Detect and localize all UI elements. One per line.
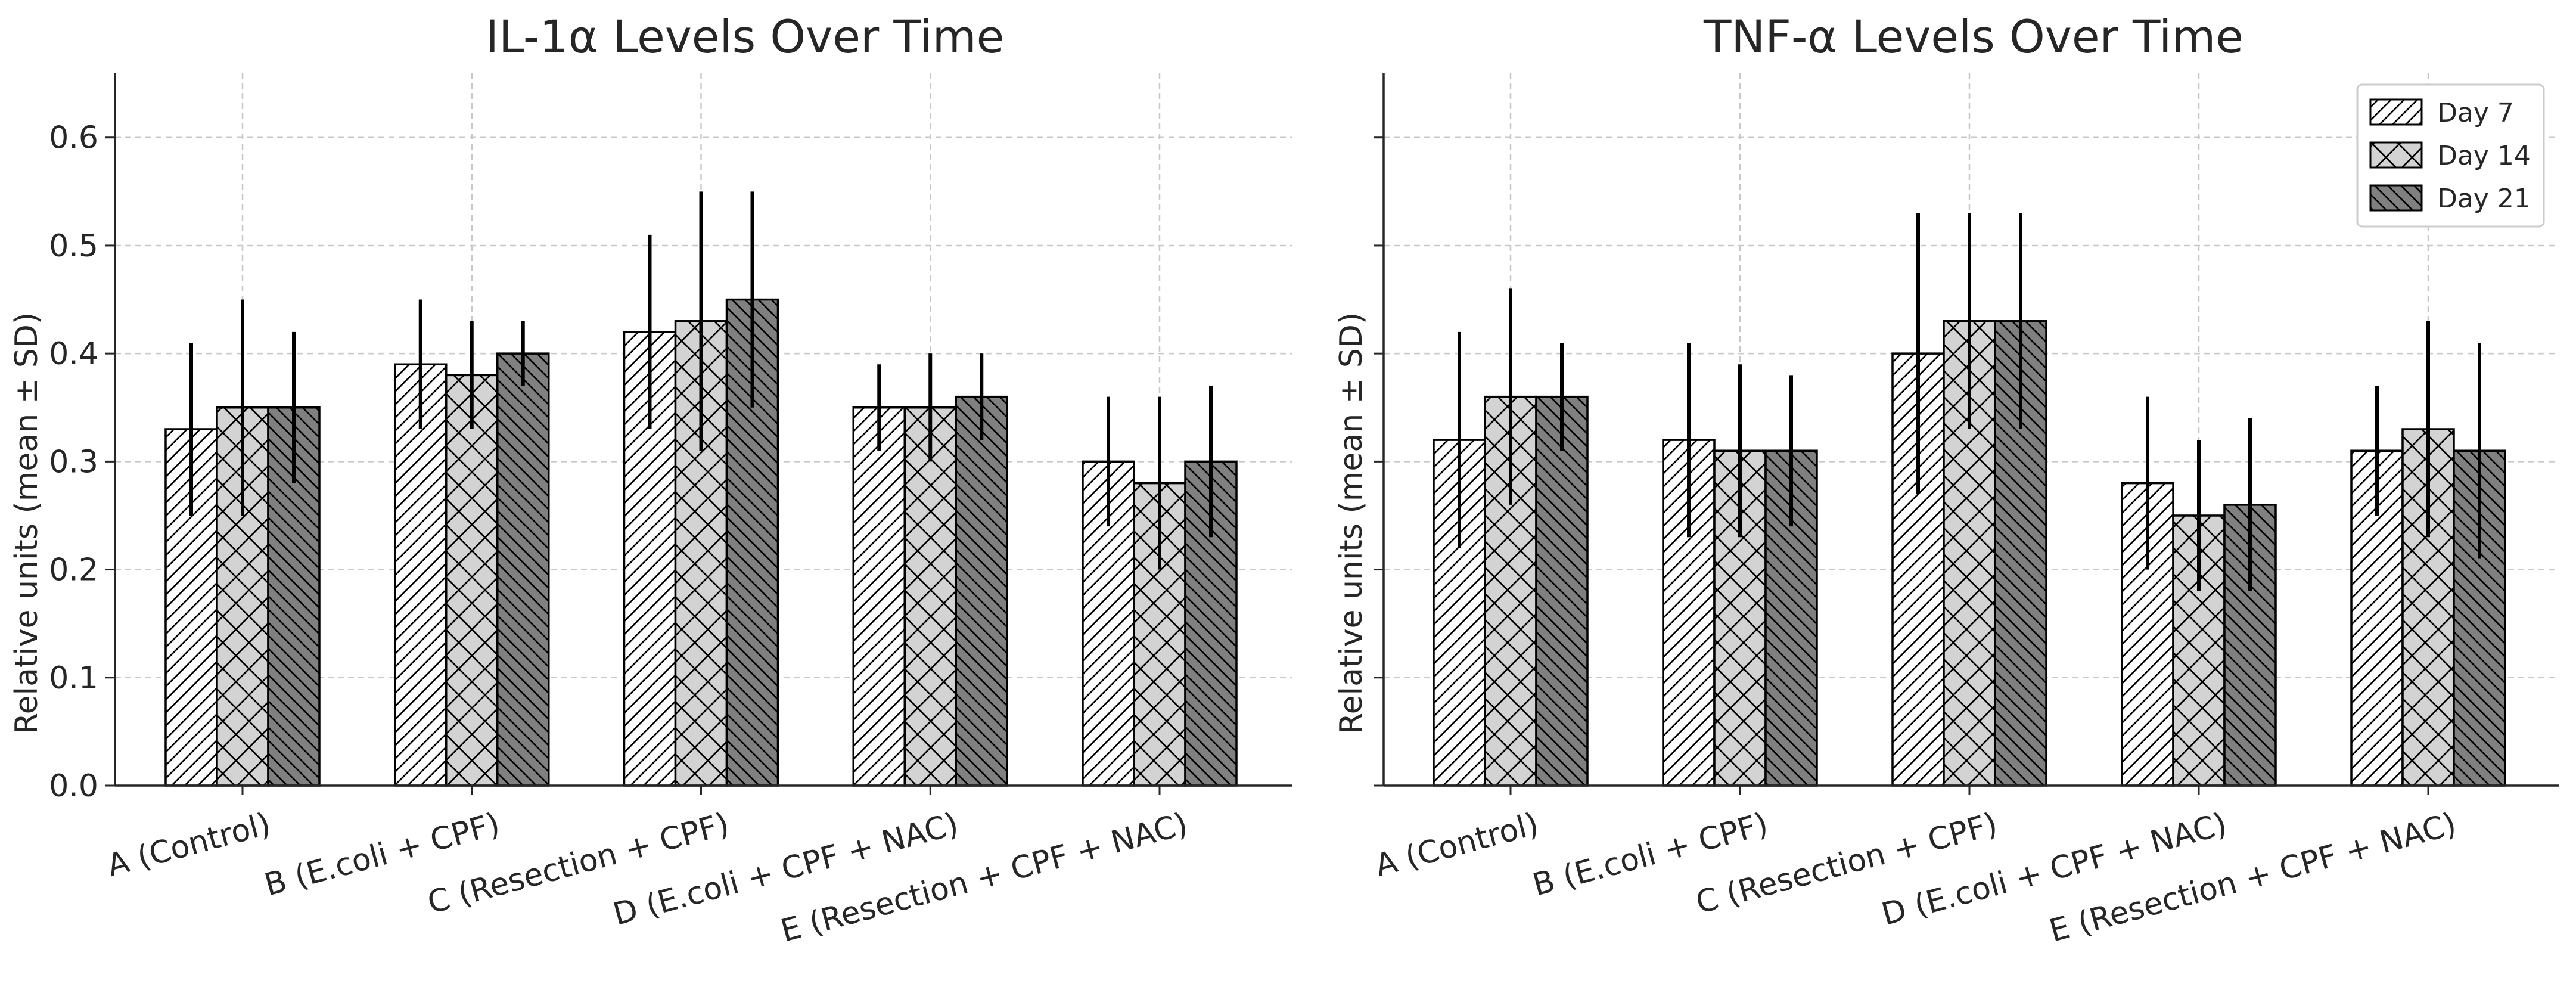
y-tick-label: 0.4 <box>49 336 98 372</box>
bar-hatch-day-7 <box>852 406 906 787</box>
y-tick-label: 0.0 <box>49 768 98 804</box>
x-tick-label: A (Control) <box>1372 806 1543 885</box>
bar-hatch-day-7 <box>394 363 448 787</box>
legend-label-day14: Day 14 <box>2437 141 2531 171</box>
bar-hatch-day-14 <box>903 406 957 787</box>
y-tick-label: 0.5 <box>49 228 98 264</box>
y-tick-label: 0.1 <box>49 660 98 696</box>
x-tick-label: A (Control) <box>104 806 275 885</box>
y-axis-label: Relative units (mean ± SD) <box>1334 312 1369 734</box>
bar-hatch-day-21 <box>955 395 1008 787</box>
chart-title: TNF-α Levels Over Time <box>1703 10 2243 63</box>
bar-hatch-day-21 <box>496 352 550 787</box>
y-tick-label: 0.3 <box>49 444 98 480</box>
x-tick-label: E (Resection + CPF + NAC) <box>2046 806 2460 949</box>
y-axis-label: Relative units (mean ± SD) <box>9 312 45 734</box>
legend-entry-day7: Day 7 <box>2369 98 2514 128</box>
bar-hatch-day-21 <box>1535 395 1589 787</box>
legend-entry-day14: Day 14 <box>2369 141 2531 171</box>
chart-title: IL-1α Levels Over Time <box>486 10 1005 63</box>
y-tick-label: 0.2 <box>49 553 98 588</box>
il1a-chart: IL-1α Levels Over Time Relative units (m… <box>9 10 1292 949</box>
legend-label-day7: Day 7 <box>2437 98 2514 128</box>
bar-hatch-day-14 <box>445 374 499 787</box>
y-tick-label: 0.6 <box>49 120 98 156</box>
legend-entry-day21: Day 21 <box>2369 184 2531 214</box>
legend-label-day21: Day 21 <box>2437 184 2531 214</box>
legend: Day 7 Day 14 Day 21 <box>2356 83 2545 228</box>
x-tick-label: E (Resection + CPF + NAC) <box>777 806 1191 949</box>
